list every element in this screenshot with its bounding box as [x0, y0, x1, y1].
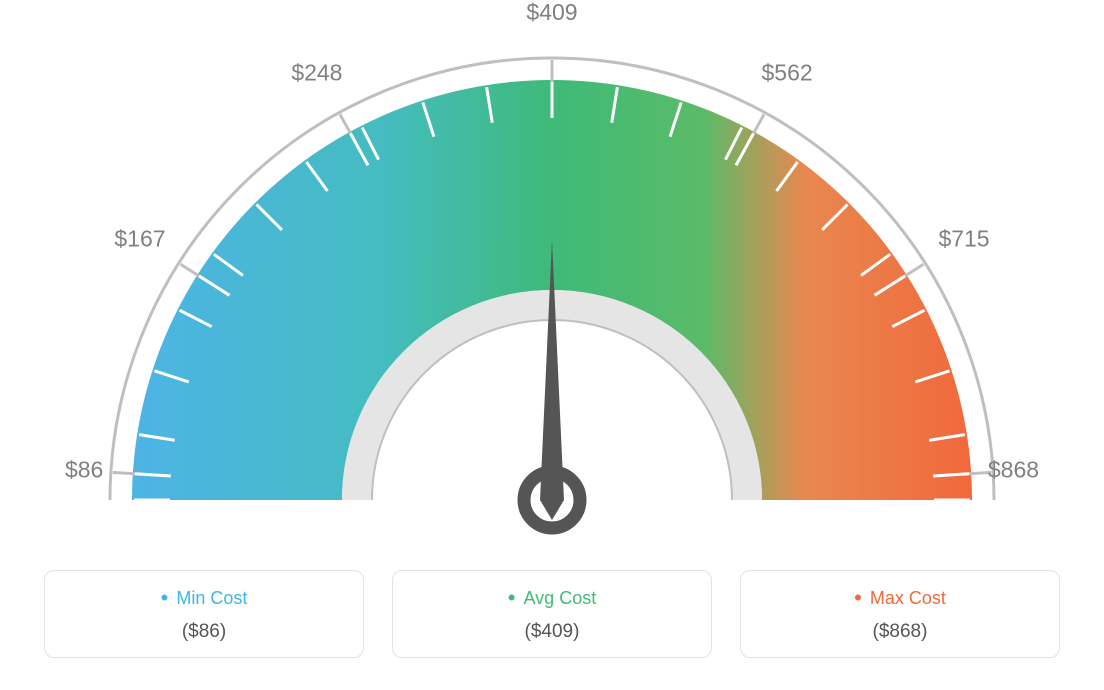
- gauge-svg: $86 $167 $248 $409 $562 $715 $868: [0, 0, 1104, 560]
- gauge-tick-label: $167: [114, 226, 165, 252]
- gauge-chart: $86 $167 $248 $409 $562 $715 $868: [0, 0, 1104, 560]
- gauge-tick-label: $562: [762, 59, 813, 85]
- legend-label: Max Cost: [751, 585, 1049, 611]
- gauge-tick-label: $248: [291, 59, 342, 85]
- legend-value: ($409): [403, 621, 701, 643]
- gauge-tick-label: $86: [65, 456, 103, 482]
- gauge-tick-label: $409: [526, 0, 577, 25]
- gauge-tick-label: $868: [988, 456, 1039, 482]
- legend-label: Avg Cost: [403, 585, 701, 611]
- legend-card: Avg Cost ($409): [392, 570, 712, 658]
- legend-card: Min Cost ($86): [44, 570, 364, 658]
- legend-row: Min Cost ($86) Avg Cost ($409) Max Cost ($868…: [0, 570, 1104, 658]
- gauge-tick-label: $715: [938, 226, 989, 252]
- legend-value: ($868): [751, 621, 1049, 643]
- legend-card: Max Cost ($868): [740, 570, 1060, 658]
- legend-label: Min Cost: [55, 585, 353, 611]
- legend-value: ($86): [55, 621, 353, 643]
